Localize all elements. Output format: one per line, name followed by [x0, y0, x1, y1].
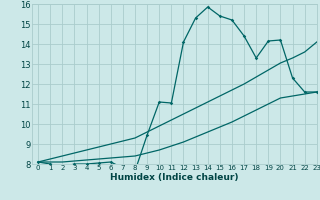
X-axis label: Humidex (Indice chaleur): Humidex (Indice chaleur)	[110, 173, 239, 182]
